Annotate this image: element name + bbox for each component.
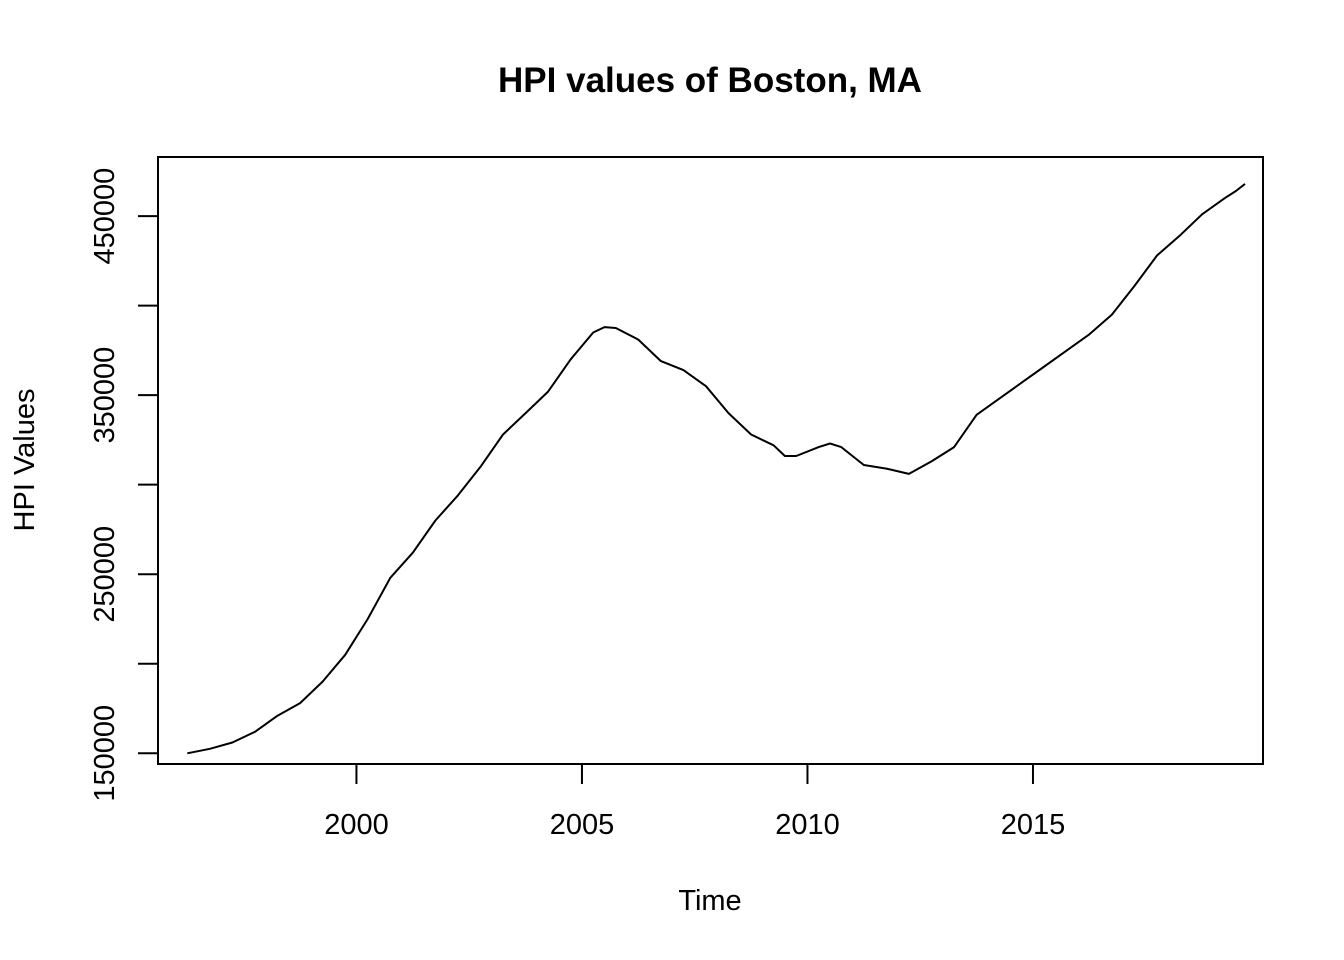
x-axis-label: Time — [678, 885, 741, 917]
plot-frame — [157, 156, 1264, 765]
series-line — [187, 183, 1246, 755]
chart-title: HPI values of Boston, MA — [498, 61, 922, 100]
x-axis: 2000 2005 2010 2015 — [324, 764, 1065, 841]
y-tick-label: 250000 — [89, 526, 121, 623]
y-axis-label: HPI Values — [9, 389, 41, 532]
x-tick-label: 2000 — [324, 809, 389, 841]
y-tick-label: 150000 — [89, 705, 121, 802]
x-tick-label: 2005 — [550, 809, 615, 841]
y-tick-label: 450000 — [89, 168, 121, 265]
x-tick-label: 2010 — [775, 809, 840, 841]
y-axis: 150000 250000 350000 450000 — [89, 168, 158, 802]
series-layer — [187, 183, 1246, 755]
x-tick-label: 2015 — [1001, 809, 1066, 841]
y-tick-label: 350000 — [89, 347, 121, 444]
